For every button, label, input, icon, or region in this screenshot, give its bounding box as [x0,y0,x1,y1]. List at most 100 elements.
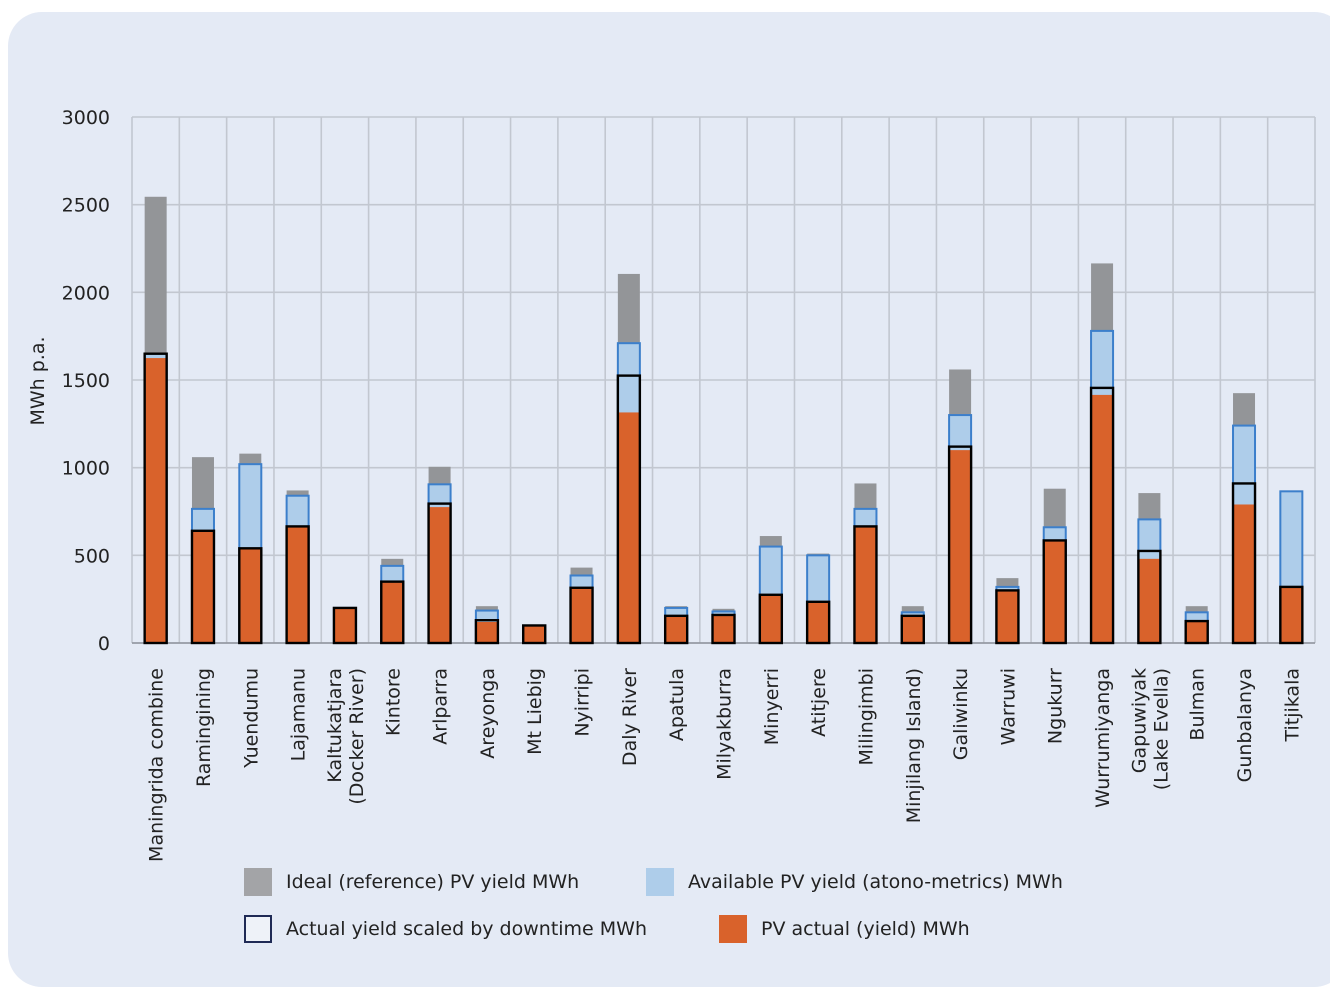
x-tick-label-line: Bulman [1187,668,1209,741]
x-tick-label: Kaltukatjara(Docker River) [324,668,368,805]
x-tick-label: Ramingining [193,668,215,787]
x-tick-label-line: Areyonga [477,668,499,759]
grid [131,116,1316,644]
y-tick-label: 3000 [62,107,110,129]
bar-scaled [427,502,452,645]
bar-scaled [1279,585,1304,645]
bar-scaled [1137,549,1162,645]
x-tick-label-line: Galiwinku [950,668,972,760]
bar-scaled [474,619,500,645]
x-tick-label: Yuendumu [240,668,262,769]
x-tick-label-line: Atitjere [808,668,830,737]
bar-actual [854,526,877,643]
bar-actual [286,526,309,643]
legend-label-ideal: Ideal (reference) PV yield MWh [286,871,580,893]
bar-scaled [805,600,831,645]
x-tick-label-line: Lajamanu [288,668,310,761]
bar-actual [996,590,1019,643]
x-tick-label-line: (Lake Evella) [1150,668,1172,790]
x-tick-label-line: Kintore [382,668,404,736]
legend-label-available: Available PV yield (atono-metrics) MWh [688,871,1063,893]
x-tick-label-line: Milyakburra [714,668,736,780]
y-tick-label: 1500 [62,370,110,392]
x-tick-label: Nyirripi [572,668,594,737]
bar-scaled [1184,619,1209,645]
x-tick-label-line: Apatula [666,668,688,741]
bar-actual [901,615,924,643]
x-tick-label-line: (Docker River) [346,668,368,805]
bar-scaled [143,352,168,645]
bar-scaled [569,586,594,645]
x-tick-label: Lajamanu [288,668,310,761]
bar-actual [144,358,167,643]
bar-actual [807,601,830,643]
x-tick-label-line: Arlparra [430,668,452,745]
bar-actual [570,587,593,643]
bar-scaled [380,580,405,645]
y-tick-label: 2500 [62,195,110,217]
bar-actual [1233,504,1256,643]
x-axis-labels: Maningrida combine Ramingining Yuendumu Laj… [146,668,1304,862]
y-tick-label: 500 [74,545,110,567]
bar-actual [1138,558,1161,643]
bar-scaled [663,614,689,645]
y-tick-label: 2000 [62,282,110,304]
legend-swatch-available [646,868,674,896]
x-tick-label: Maningrida combine [146,668,168,862]
bar-scaled [238,547,263,645]
x-tick-label-line: Yuendumu [240,668,262,769]
bar-actual [333,607,356,643]
x-tick-label-line: Minjilang Island) [903,668,925,823]
x-tick-label: Wurrumiyanga [1092,668,1114,808]
bar-scaled [616,374,642,645]
legend-item-actual: PV actual (yield) MWh [719,915,970,943]
bar-actual [523,626,546,643]
legend-swatch-scaled [244,915,272,943]
x-tick-label-line: Minyerri [761,668,783,745]
bar-actual [428,507,451,643]
x-tick-label: Daly River [619,668,641,766]
bar-scaled [332,606,358,645]
legend-item-scaled: Actual yield scaled by downtime MWh [244,915,719,943]
x-tick-label: Warruwi [997,668,1019,745]
legend-swatch-ideal [244,868,272,896]
x-tick-label: Atitjere [808,668,830,737]
x-tick-label-line: Mt Liebig [524,668,546,755]
x-tick-label: Milingimbi [855,668,877,765]
x-tick-label: Arlparra [430,668,452,745]
x-tick-label-line: Daly River [619,668,641,766]
x-tick-label: Gunbalanya [1234,668,1256,782]
x-tick-label: Ngukurr [1045,668,1067,744]
legend-item-ideal: Ideal (reference) PV yield MWh [244,868,646,896]
x-tick-label: Kintore [382,668,404,736]
bar-scaled [995,589,1020,645]
x-tick-label: Apatula [666,668,688,741]
x-tick-label-line: Ramingining [193,668,215,787]
x-tick-label: Mt Liebig [524,668,546,755]
bar-actual [239,548,262,643]
bar-actual [191,530,214,643]
bar-actual [381,581,404,643]
bar-scaled [285,525,310,645]
x-tick-label-line: Milingimbi [855,668,877,765]
bar-scaled [1042,539,1067,645]
bar-actual [759,594,782,643]
legend: Ideal (reference) PV yield MWh Available… [244,866,1144,960]
x-tick-label: Areyonga [477,668,499,759]
bar-actual [1091,394,1114,643]
x-tick-label-line: Kaltukatjara [324,668,346,783]
legend-swatch-actual [719,915,747,943]
legend-label-scaled: Actual yield scaled by downtime MWh [286,918,648,940]
bar-scaled [711,613,736,645]
x-tick-label-line: Titjikala [1281,668,1303,743]
bars [143,196,1304,645]
bar-actual [617,412,640,643]
x-tick-label-line: Warruwi [997,668,1019,745]
bar-scaled [1231,482,1257,645]
x-tick-label: Titjikala [1281,668,1303,743]
bar-actual [475,621,498,643]
x-tick-label-line: Gapuwiyak [1128,668,1150,773]
y-axis-ticks: 0 500 1000 1500 2000 2500 3000 [62,107,110,655]
bar-scaled [853,525,878,645]
